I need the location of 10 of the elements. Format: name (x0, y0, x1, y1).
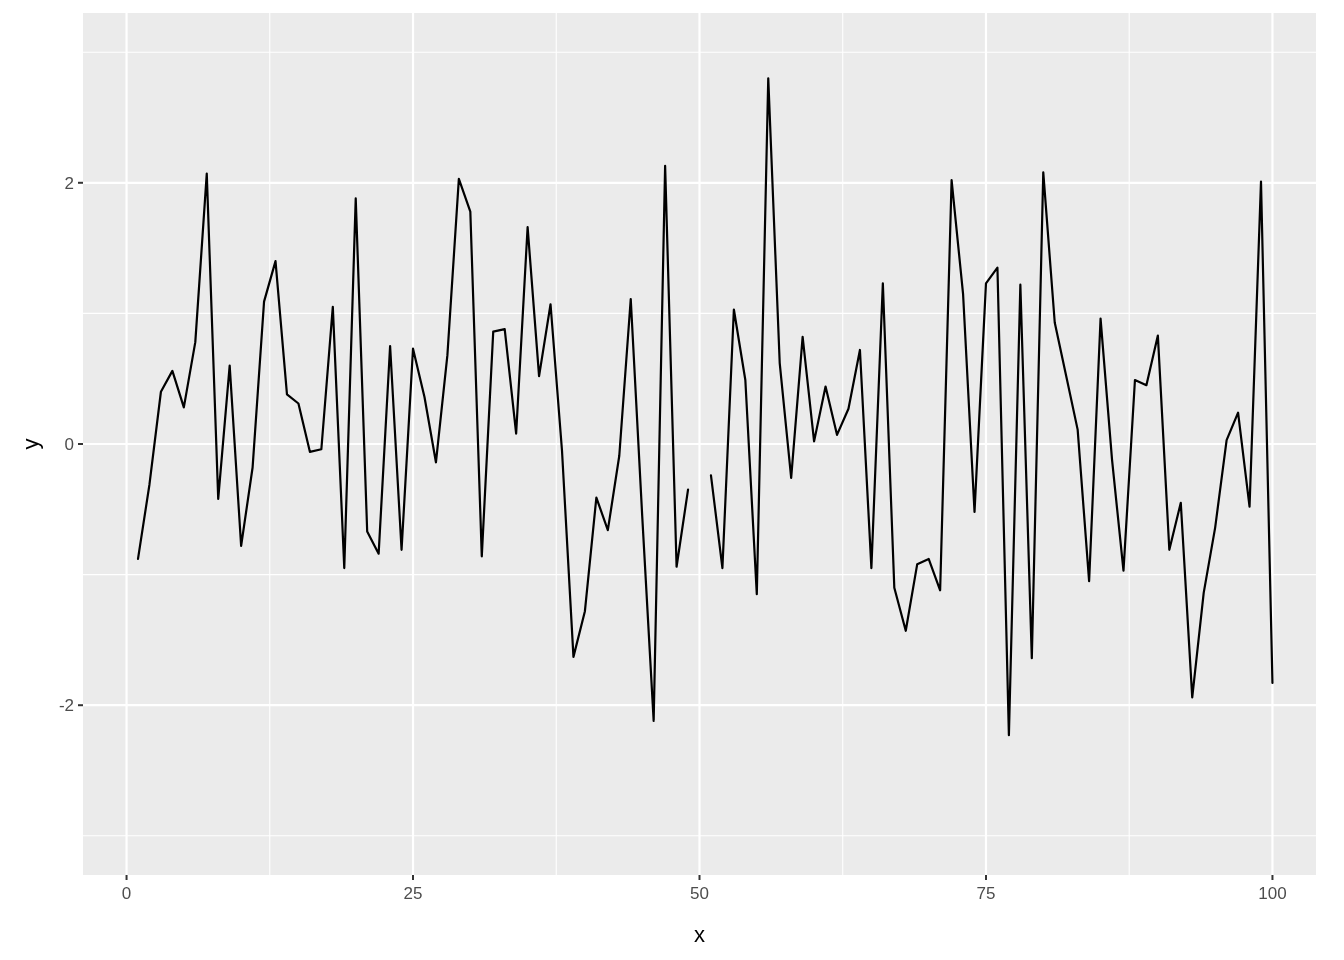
y-tick-label: 2 (64, 173, 74, 193)
y-tick-label: 0 (64, 435, 74, 454)
x-tick-label: 100 (1258, 884, 1287, 903)
y-tick-label: -2 (58, 696, 74, 716)
x-axis-title: x (694, 922, 705, 947)
x-tick-label: 25 (403, 884, 423, 903)
y-axis-title: y (18, 438, 43, 450)
x-tick-label: 75 (976, 884, 996, 903)
x-tick-label: 0 (121, 884, 132, 903)
x-tick-label: 50 (690, 884, 709, 903)
